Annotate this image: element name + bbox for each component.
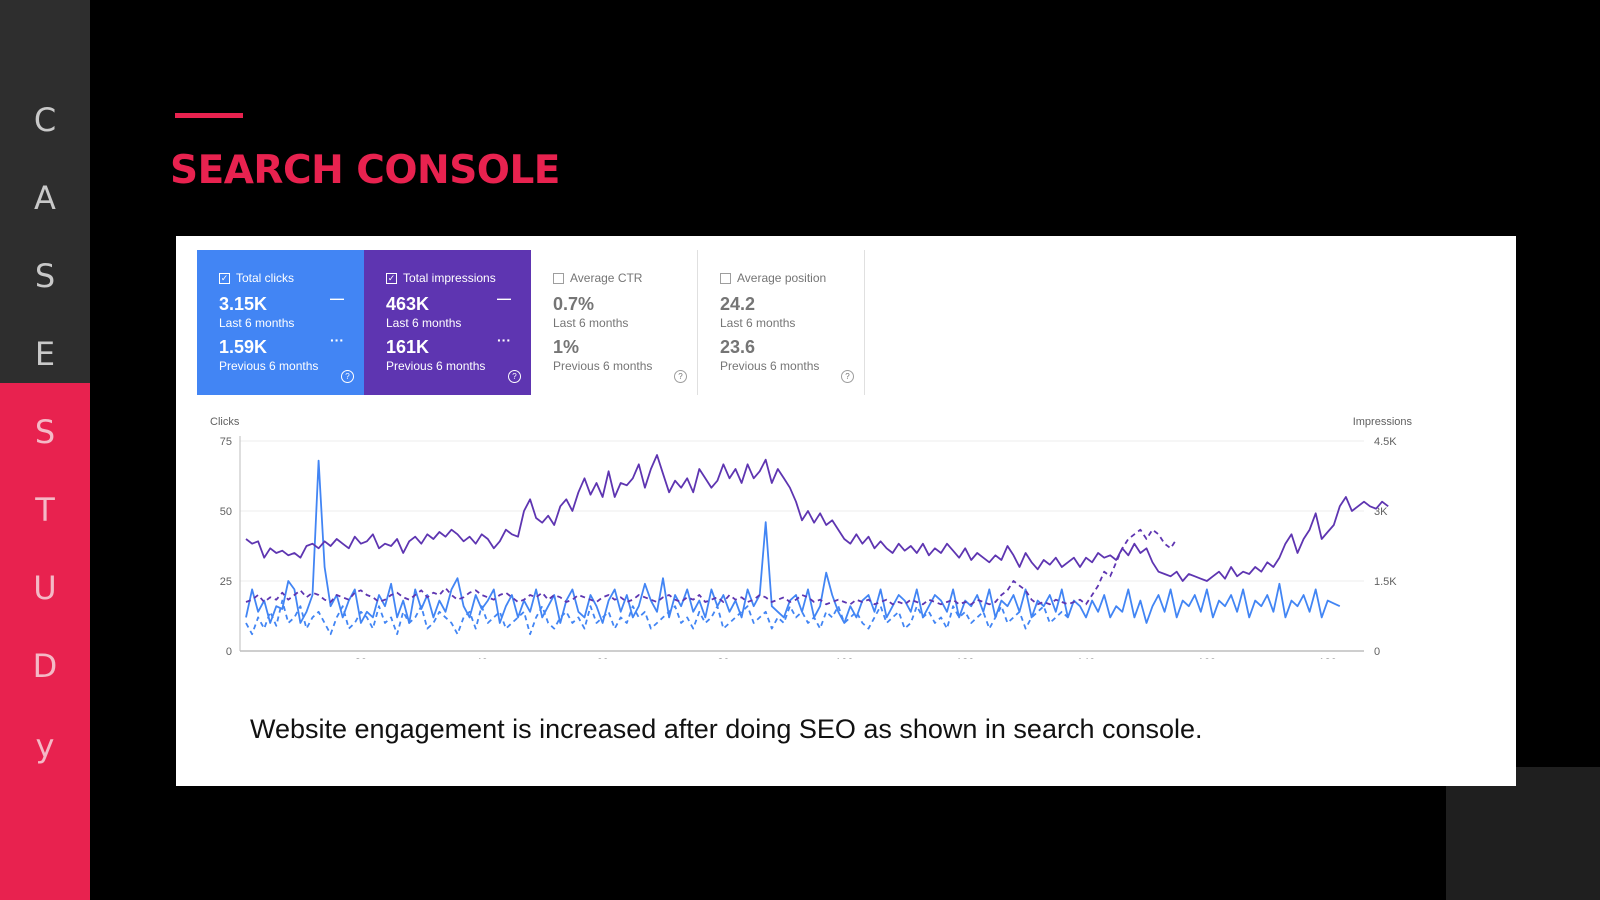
metric-card-label: Average position [737,271,827,285]
metric-card-header: ✓ Total clicks [219,270,364,286]
series-line-impressions-last [245,454,1389,582]
metric-previous-label: Previous 6 months [720,359,820,373]
right-tick-label: 1.5K [1374,576,1397,588]
sidebar-letter-2: S [34,257,56,295]
left-tick-label: 75 [220,436,232,448]
sidebar-letter-5: T [35,491,55,529]
chart-crop-mask [176,659,1516,676]
slide-caption: Website engagement is increased after do… [250,714,1203,744]
left-tick-label: 0 [226,646,232,658]
metric-current: 463K Last 6 months [386,294,461,330]
dashed-line-legend-icon: ··· [497,332,511,348]
metric-current-label: Last 6 months [386,316,462,330]
checkbox-icon[interactable]: ✓ [386,272,397,284]
left-axis-title: Clicks [210,416,240,428]
metric-current-value: 0.7% [553,294,595,314]
help-icon[interactable]: ? [341,370,354,383]
metric-previous-label: Previous 6 months [386,359,486,373]
metric-current-label: Last 6 months [219,316,295,330]
dashed-line-legend-icon: ··· [330,332,344,348]
sidebar-letter-8: y [35,727,55,765]
metric-card-header: Average position [720,270,864,286]
metric-current: 0.7% Last 6 months [553,294,628,330]
checkbox-icon[interactable]: ✓ [219,272,230,284]
metric-card-header: Average CTR [553,270,697,286]
metric-previous-value: 23.6 [720,337,756,357]
series-line-clicks-last [245,459,1341,624]
metric-previous: 23.6 Previous 6 months [720,337,819,373]
performance-chart: ClicksImpressions75502504.5K3K1.5K020406… [176,416,1516,676]
metric-current-label: Last 6 months [720,316,796,330]
right-tick-label: 3K [1374,506,1388,518]
left-tick-label: 25 [220,576,232,588]
metric-previous-value: 1.59K [219,337,268,357]
sidebar-letter-6: U [33,569,57,607]
metric-previous-label: Previous 6 months [553,359,653,373]
sidebar-letter-1: A [34,179,56,217]
metric-current-value: 3.15K [219,294,268,314]
metric-card-0[interactable]: ✓ Total clicks 3.15K Last 6 months 1.59K… [197,250,364,395]
help-icon[interactable]: ? [841,370,854,383]
right-axis-title: Impressions [1353,416,1413,428]
series-line-impressions-prev [245,528,1178,606]
metric-current-value: 24.2 [720,294,756,314]
solid-line-legend-icon: — [497,290,511,306]
metric-card-3[interactable]: Average position 24.2 Last 6 months 23.6… [698,250,865,395]
sidebar-letter-3: E [34,335,56,373]
checkbox-icon[interactable] [720,272,731,284]
metric-card-header: ✓ Total impressions [386,270,531,286]
metric-previous-value: 1% [553,337,580,357]
metric-previous: 1.59K Previous 6 months [219,337,318,373]
metric-previous-value: 161K [386,337,430,357]
metric-card-1[interactable]: ✓ Total impressions 463K Last 6 months 1… [364,250,531,395]
series-line-clicks-prev [245,599,1069,636]
sidebar-accent-block [0,383,90,900]
help-icon[interactable]: ? [508,370,521,383]
metric-current: 24.2 Last 6 months [720,294,795,330]
corner-decoration [1446,767,1600,900]
metric-card-2[interactable]: Average CTR 0.7% Last 6 months 1% Previo… [531,250,698,395]
metric-previous-label: Previous 6 months [219,359,319,373]
screenshot-panel: ✓ Total clicks 3.15K Last 6 months 1.59K… [176,236,1516,786]
metric-card-label: Total impressions [403,271,496,285]
sidebar-letter-0: C [33,101,57,139]
slide-title: SEARCH CONSOLE [170,148,560,193]
sidebar-letter-7: D [32,647,58,685]
left-tick-label: 50 [220,506,232,518]
sidebar-top-block [0,0,90,383]
metric-previous: 161K Previous 6 months [386,337,485,373]
metric-previous: 1% Previous 6 months [553,337,652,373]
sidebar-letter-4: S [34,413,56,451]
solid-line-legend-icon: — [330,290,344,306]
metric-current-value: 463K [386,294,430,314]
help-icon[interactable]: ? [674,370,687,383]
metric-card-label: Average CTR [570,271,643,285]
metric-current-label: Last 6 months [553,316,629,330]
checkbox-icon[interactable] [553,272,564,284]
right-tick-label: 4.5K [1374,436,1397,448]
title-accent-line [175,113,243,118]
right-tick-label: 0 [1374,646,1380,658]
metric-current: 3.15K Last 6 months [219,294,294,330]
metric-card-label: Total clicks [236,271,295,285]
